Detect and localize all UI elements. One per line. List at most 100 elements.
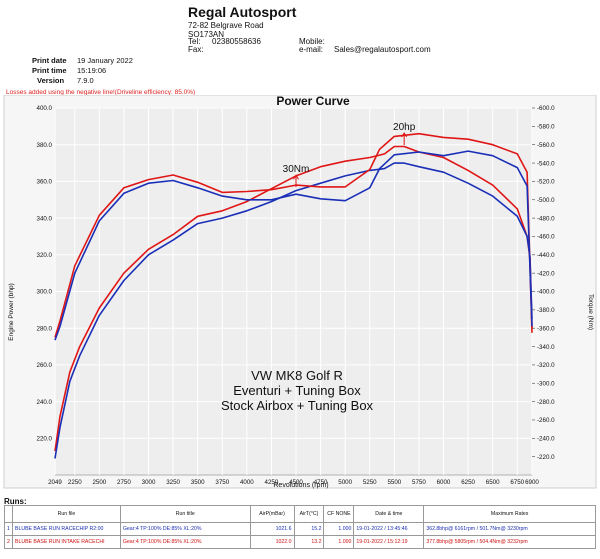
version-label: Version <box>37 76 65 85</box>
y2-tick-label: -300.0 <box>537 380 555 387</box>
tel-label: Tel: <box>188 37 201 46</box>
driveline-note: Losses added using the negative line!(Dr… <box>6 89 196 96</box>
table-row[interactable]: 2 BLUBE BASE RUN INTAKE RACECHI Gear:4 T… <box>4 535 596 549</box>
runs-col-max-rates: Maximum Rates <box>423 505 596 523</box>
print-date-value: 19 January 2022 <box>77 56 133 65</box>
runs-col-run-title: Run title <box>119 505 251 523</box>
y2-tick-label: -220.0 <box>537 454 555 461</box>
runs-table: Run file Run title AirP(mBar) AirT(°C) C… <box>4 505 596 549</box>
y2-tick-label: -320.0 <box>537 362 555 369</box>
x-tick-label: 6250 <box>461 479 475 486</box>
email-label: e-mail: <box>299 45 324 54</box>
y-tick-label: 380.0 <box>37 142 53 149</box>
y2-tick-label: -400.0 <box>537 289 555 296</box>
y2-axis-label: Torque (Nm) <box>587 294 594 330</box>
fax-label: Fax: <box>188 45 204 54</box>
run-file: BLUBE BASE RUN INTAKE RACECHI <box>11 535 121 549</box>
x-tick-label: 2049 <box>48 479 62 486</box>
x-tick-label: 6500 <box>486 479 500 486</box>
x-tick-label: 4750 <box>314 479 328 486</box>
run-max-rates: 377.8bhp@ 5805rpm / 504.4Nm@ 3232rpm <box>423 535 596 549</box>
torque-series-line-blue <box>54 150 533 341</box>
run-index: 2 <box>4 535 13 549</box>
x-tick-label: 4000 <box>240 479 254 486</box>
annotation-label: 20hp <box>393 122 416 133</box>
y2-tick-label: -540.0 <box>537 160 555 167</box>
runs-col-datetime: Date & time <box>353 505 425 523</box>
power-series-line-blue <box>54 162 533 459</box>
y2-tick-label: -500.0 <box>537 197 555 204</box>
annotation-arrowhead <box>401 132 408 138</box>
runs-col-index <box>4 505 13 523</box>
x-tick-label: 5500 <box>387 479 401 486</box>
y2-tick-label: -420.0 <box>537 270 555 277</box>
table-row[interactable]: 1 BLUBE BASE RUN RACECHIP R2:00 Gear:4 T… <box>4 522 596 536</box>
y-tick-label: 220.0 <box>37 436 53 443</box>
run-cf: 1.000 <box>323 522 355 536</box>
x-tick-label: 3750 <box>215 479 229 486</box>
run-airt: 15.2 <box>293 522 325 536</box>
y2-tick-label: -340.0 <box>537 344 555 351</box>
x-tick-label: 5750 <box>412 479 426 486</box>
run-datetime: 19-01-2022 / 15:12:19 <box>353 535 425 549</box>
y2-tick-label: -600.0 <box>537 105 555 112</box>
version-value: 7.9.0 <box>77 76 94 85</box>
power-series-line-red <box>54 145 533 452</box>
runs-col-airt: AirT(°C) <box>293 505 325 523</box>
address-line-1: 72-82 Belgrave Road <box>188 21 264 30</box>
x-tick-label: 6750 <box>510 479 524 486</box>
y-tick-label: 240.0 <box>37 399 53 406</box>
x-tick-label: 2500 <box>92 479 106 486</box>
y-axis-label: Engine Power (bhp) <box>8 283 15 340</box>
y2-tick-label: -360.0 <box>537 325 555 332</box>
chart-title: Power Curve <box>276 95 350 108</box>
y2-tick-label: -440.0 <box>537 252 555 259</box>
x-tick-label: 2250 <box>68 479 82 486</box>
print-time-value: 15:19:06 <box>77 66 107 75</box>
address-line-2: SO173AN <box>188 30 225 39</box>
x-tick-label: 3000 <box>142 479 156 486</box>
runs-title: Runs: <box>4 497 27 506</box>
run-airp: 1022.0 <box>249 535 295 549</box>
x-tick-label: 3250 <box>166 479 180 486</box>
y2-tick-label: -580.0 <box>537 124 555 131</box>
run-datetime: 19-01-2022 / 13:45:46 <box>353 522 425 536</box>
runs-col-cf: CF NONE <box>323 505 355 523</box>
inset-text-line-1: VW MK8 Golf R <box>251 368 343 383</box>
power-curve-chart: Power Curve 2049 2250 2500 2750 3000 3250 3500… <box>3 95 597 489</box>
y2-tick-label: -240.0 <box>537 436 555 443</box>
y2-tick-label: -520.0 <box>537 179 555 186</box>
x-axis-label: Revolutions (rpm) <box>273 482 328 489</box>
x-tick-label: 5000 <box>338 479 352 486</box>
x-tick-label: 3500 <box>191 479 205 486</box>
print-time-label: Print time <box>32 66 67 75</box>
email-value[interactable]: Sales@regalautosport.com <box>334 45 431 54</box>
runs-col-run-file: Run file <box>11 505 121 523</box>
run-file: BLUBE BASE RUN RACECHIP R2:00 <box>11 522 121 536</box>
tel-value: 02380558636 <box>212 37 261 46</box>
y-tick-label: 260.0 <box>37 362 53 369</box>
y-tick-label: 320.0 <box>37 252 53 259</box>
x-tick-label: 4500 <box>289 479 303 486</box>
x-tick-label: 5250 <box>363 479 377 486</box>
torque-series-line-red <box>54 132 533 338</box>
y-tick-label: 280.0 <box>37 325 53 332</box>
y2-tick-label: -380.0 <box>537 307 555 314</box>
run-title: Gear:4 TP:100% DE:85% XL:20% <box>119 535 251 549</box>
run-airp: 1021.6 <box>249 522 295 536</box>
annotation-arrowhead <box>293 174 299 180</box>
y-tick-label: 300.0 <box>37 289 53 296</box>
y-tick-label: 400.0 <box>37 105 53 112</box>
run-title: Gear:4 TP:100% DE:85% XL:20% <box>119 522 251 536</box>
inset-text-line-3: Stock Airbox + Tuning Box <box>221 398 374 413</box>
y2-tick-label: -460.0 <box>537 234 555 241</box>
x-tick-label: 6000 <box>437 479 451 486</box>
y2-tick-label: -280.0 <box>537 399 555 406</box>
y-tick-label: 340.0 <box>37 215 53 222</box>
runs-col-airp: AirP(mBar) <box>249 505 295 523</box>
y2-tick-label: -260.0 <box>537 417 555 424</box>
runs-header-row: Run file Run title AirP(mBar) AirT(°C) C… <box>4 505 596 523</box>
run-max-rates: 362.8bhp@ 6161rpm / 501.7Nm@ 3230rpm <box>423 522 596 536</box>
run-index: 1 <box>4 522 13 536</box>
y2-tick-label: -480.0 <box>537 215 555 222</box>
